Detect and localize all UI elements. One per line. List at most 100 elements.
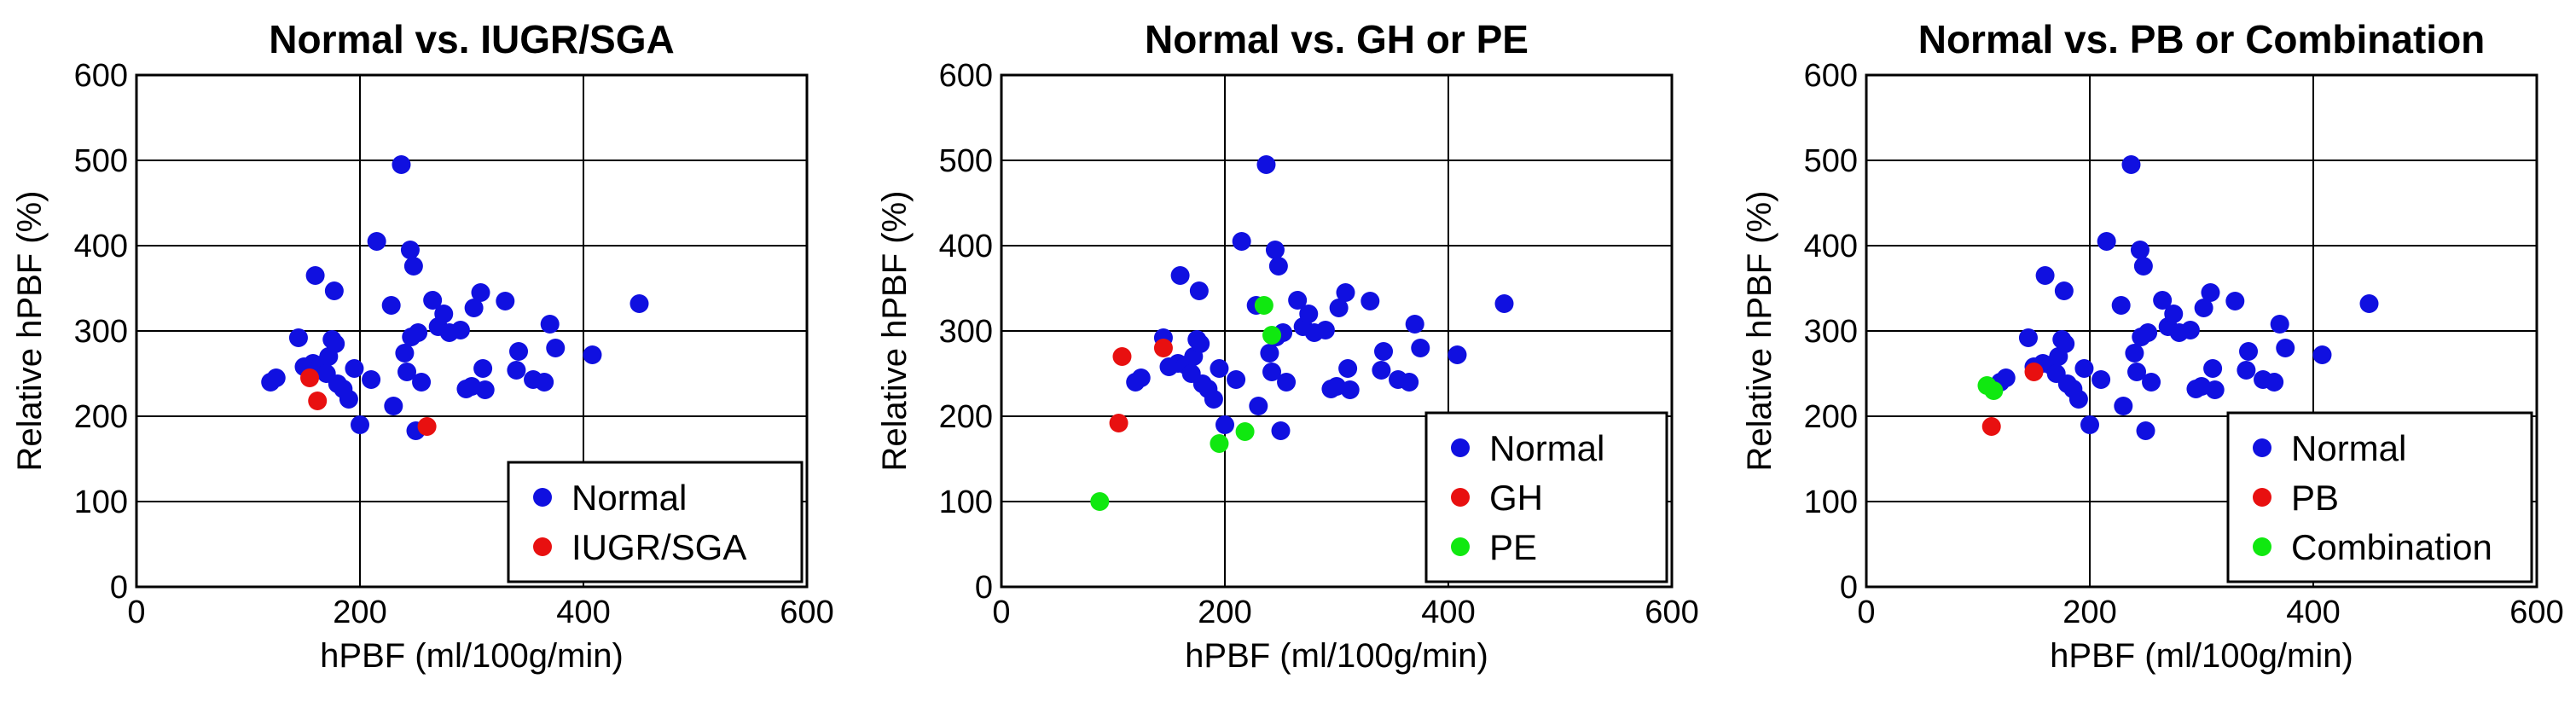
data-point xyxy=(1271,421,1291,440)
data-point xyxy=(2201,283,2220,302)
data-point xyxy=(1288,291,1308,310)
legend-marker xyxy=(1451,488,1470,507)
data-point xyxy=(629,294,649,313)
y-tick-label: 300 xyxy=(74,314,128,350)
chart-panel-3: Normal vs. PB or Combination 0 200 400 600 0 1… xyxy=(1741,17,2564,675)
data-point xyxy=(2239,342,2259,361)
y-tick-label: 500 xyxy=(939,143,993,179)
data-point xyxy=(450,321,470,339)
data-point xyxy=(409,323,428,342)
data-point xyxy=(2153,291,2173,310)
x-tick-label: 400 xyxy=(556,595,610,630)
data-point xyxy=(2237,361,2256,380)
data-point xyxy=(324,281,344,300)
legend-marker xyxy=(2253,537,2271,556)
data-point xyxy=(1981,417,2001,436)
data-point xyxy=(1338,359,1358,378)
data-point xyxy=(308,392,328,410)
data-point xyxy=(384,397,403,415)
data-point xyxy=(2111,296,2131,315)
data-point xyxy=(2180,321,2200,339)
data-point xyxy=(1210,434,1229,453)
data-point xyxy=(1232,232,1251,251)
data-point xyxy=(2130,241,2150,259)
data-point xyxy=(403,257,423,276)
data-point xyxy=(423,291,443,310)
series-pe xyxy=(1090,296,1282,511)
data-point xyxy=(339,390,358,409)
y-tick-label: 200 xyxy=(1804,399,1858,435)
legend-marker xyxy=(2253,488,2271,507)
data-point xyxy=(1109,414,1128,432)
data-point xyxy=(1374,342,1394,361)
data-point xyxy=(2359,294,2379,313)
data-point xyxy=(2054,281,2074,300)
data-point xyxy=(397,363,417,381)
legend-box xyxy=(507,461,804,583)
x-tick-label: 200 xyxy=(2063,595,2116,630)
data-point xyxy=(1411,339,1430,357)
data-point xyxy=(2092,370,2111,389)
data-point xyxy=(1227,370,1246,389)
data-point xyxy=(1372,361,1391,380)
legend-marker xyxy=(533,537,552,556)
data-point xyxy=(345,359,364,378)
data-point xyxy=(2164,305,2184,323)
data-point xyxy=(2203,359,2223,378)
data-point xyxy=(507,361,526,380)
data-point xyxy=(1299,305,1319,323)
data-point xyxy=(583,345,602,364)
data-point xyxy=(1256,155,1276,174)
data-point xyxy=(1262,326,1282,345)
data-point xyxy=(1215,415,1234,434)
legend-label: IUGR/SGA xyxy=(571,527,746,567)
legend-marker xyxy=(533,488,552,507)
data-point xyxy=(412,373,432,392)
chart-title: Normal vs. IUGR/SGA xyxy=(269,17,674,61)
data-point xyxy=(471,283,490,302)
data-point xyxy=(326,334,345,353)
data-point xyxy=(2125,344,2144,363)
series-normal xyxy=(1126,155,1514,440)
legend-label: Combination xyxy=(2291,527,2492,567)
y-tick-label: 600 xyxy=(1804,58,1858,94)
y-tick-label: 400 xyxy=(1804,229,1858,264)
data-point xyxy=(2024,363,2044,381)
data-point xyxy=(1405,315,1424,334)
data-point xyxy=(2133,257,2153,276)
data-point xyxy=(2035,266,2055,285)
data-point xyxy=(1361,292,1380,310)
data-point xyxy=(2142,373,2161,392)
data-point xyxy=(2205,380,2225,399)
data-point xyxy=(400,241,420,259)
x-tick-label: 600 xyxy=(2509,595,2563,630)
data-point xyxy=(1984,381,2004,400)
data-point xyxy=(351,415,369,434)
data-point xyxy=(2276,339,2295,357)
data-point xyxy=(288,328,308,347)
y-tick-label: 100 xyxy=(74,484,128,520)
data-point xyxy=(300,368,320,387)
chart-title: Normal vs. GH or PE xyxy=(1145,17,1529,61)
data-point xyxy=(1254,296,1273,315)
x-tick-label: 200 xyxy=(333,595,386,630)
data-point xyxy=(395,344,415,363)
data-point xyxy=(392,155,411,174)
x-tick-label: 600 xyxy=(780,595,833,630)
data-point xyxy=(1448,345,1467,364)
legend: Normal GH PE xyxy=(1424,411,1668,583)
x-axis-label: hPBF (ml/100g/min) xyxy=(1185,637,1488,675)
y-tick-label: 500 xyxy=(74,143,128,179)
plot-frame xyxy=(1865,73,2538,589)
data-point xyxy=(1329,299,1349,317)
legend-label: GH xyxy=(1489,478,1543,518)
y-tick-label: 500 xyxy=(1804,143,1858,179)
data-point xyxy=(1260,344,1279,363)
data-point xyxy=(1112,347,1132,366)
data-point xyxy=(496,292,515,310)
data-point xyxy=(2138,323,2158,342)
x-tick-label: 400 xyxy=(2286,595,2340,630)
data-point xyxy=(509,342,529,361)
x-tick-label: 0 xyxy=(1857,595,1875,630)
data-point xyxy=(381,296,401,315)
